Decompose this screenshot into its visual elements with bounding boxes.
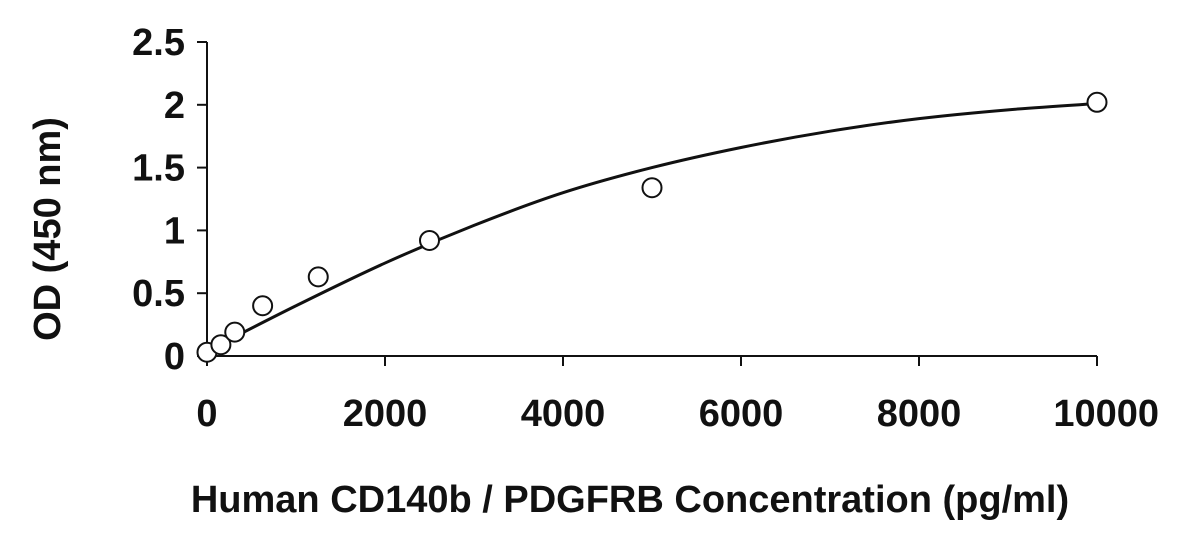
data-point	[1086, 91, 1108, 113]
data-point	[641, 177, 663, 199]
x-tick-label: 10000	[1053, 393, 1159, 435]
y-axis-title: OD (450 nm)	[27, 117, 69, 341]
x-tick-label: 0	[196, 393, 217, 435]
data-point	[210, 334, 232, 356]
fit-curve-group	[206, 102, 1098, 353]
y-tick-label: 2	[164, 85, 185, 127]
axis-ticks: 0 0.5 1 1.5 2 2.5 0 2000 4000 6000 8000 10000	[132, 22, 1159, 435]
x-tick-label: 4000	[521, 393, 606, 435]
x-tick-label: 2000	[343, 393, 428, 435]
x-tick-label: 8000	[877, 393, 962, 435]
y-tick-label: 1.5	[132, 148, 185, 190]
y-tick-label: 0	[164, 336, 185, 378]
y-tick-label: 0.5	[132, 273, 185, 315]
data-point	[252, 295, 274, 317]
data-point	[224, 321, 246, 343]
y-tick-label: 2.5	[132, 22, 185, 64]
data-point	[419, 229, 440, 251]
axes	[206, 42, 1097, 357]
x-axis-title: Human CD140b / PDGFRB Concentration (pg/…	[191, 479, 1069, 521]
data-point	[307, 266, 329, 288]
data-points	[196, 91, 1108, 363]
y-tick-label: 1	[164, 210, 185, 252]
fit-curve	[206, 102, 1098, 353]
x-tick-label: 6000	[699, 393, 784, 435]
